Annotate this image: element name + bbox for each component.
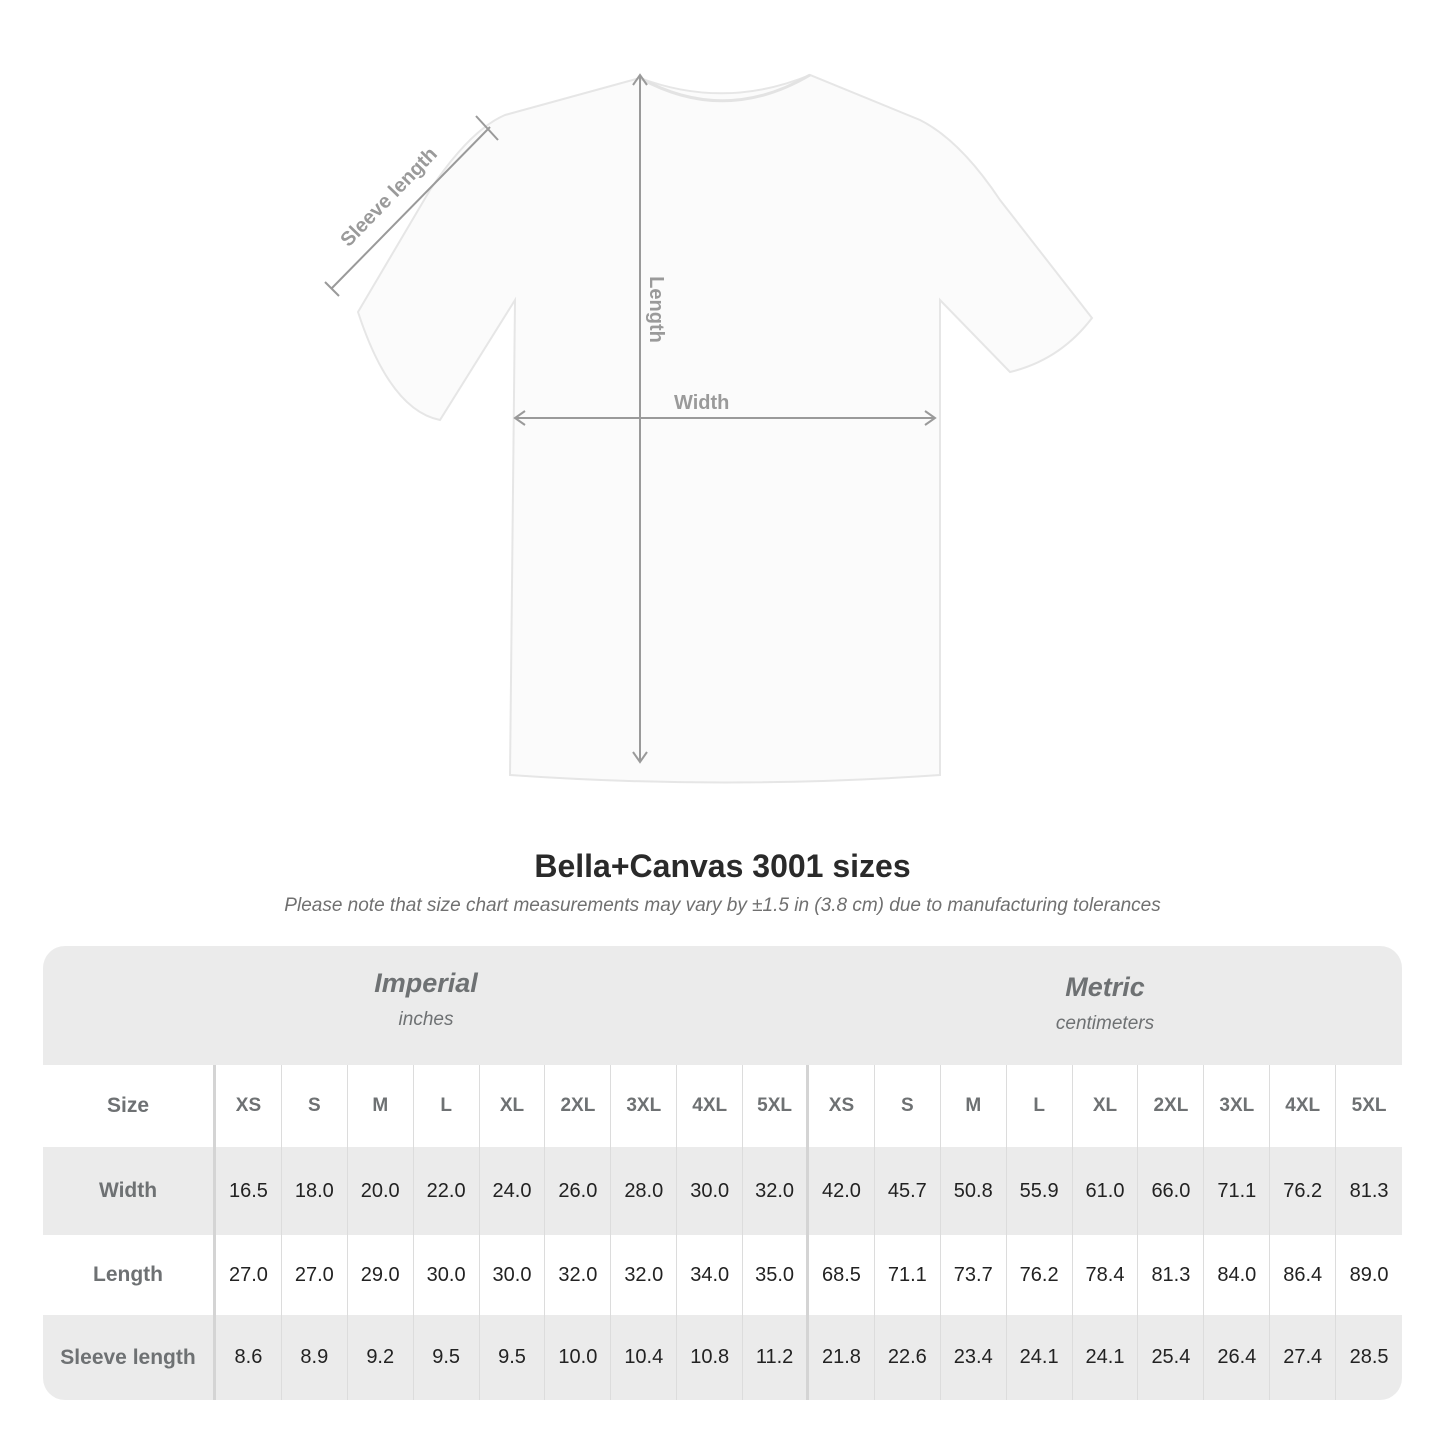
row-label: Length	[43, 1235, 216, 1315]
imperial-value-cell: 10.4	[611, 1315, 678, 1400]
metric-value-cell: 24.1	[1073, 1315, 1139, 1400]
imperial-value-cell: 18.0	[282, 1147, 348, 1235]
imperial-value-cell: 24.0	[480, 1147, 546, 1235]
metric-label: Metric	[1065, 972, 1145, 1002]
metric-value-cell: 28.5	[1349, 1346, 1389, 1368]
metric-value-cell: 84.0	[1204, 1235, 1271, 1315]
imperial-value-cell: 22.0	[414, 1147, 480, 1235]
metric-value-cell: 81.3	[1349, 1179, 1389, 1202]
imperial-value-cell: 9.5	[480, 1315, 546, 1400]
metric-value-cell: 71.1	[875, 1235, 941, 1315]
row-label: Width	[43, 1147, 216, 1235]
tshirt-illustration	[324, 73, 1094, 784]
imperial-value-cell: 30.0	[677, 1147, 744, 1235]
imperial-value-cell: 8.9	[282, 1315, 348, 1400]
imperial-value-cell: 8.6	[216, 1315, 282, 1400]
metric-value-cell: 66.0	[1138, 1147, 1205, 1235]
metric-value-cell: 68.5	[809, 1235, 875, 1315]
imperial-header: Imperial inches	[216, 968, 636, 1087]
metric-value-cell: 76.2	[1007, 1235, 1073, 1315]
imperial-unit: inches	[398, 1009, 454, 1030]
metric-value-cell: 78.4	[1073, 1235, 1139, 1315]
imperial-value-cell: 28.0	[611, 1147, 678, 1235]
imperial-value-cell: 26.0	[545, 1147, 612, 1235]
imperial-value-cell: 27.0	[216, 1235, 282, 1315]
metric-value-cell: 61.0	[1073, 1147, 1139, 1235]
width-label: Width	[674, 392, 730, 414]
metric-value-cell: 71.1	[1204, 1147, 1271, 1235]
imperial-value-cell: 20.0	[348, 1147, 414, 1235]
metric-unit: centimeters	[1055, 1013, 1155, 1034]
metric-value-cell: 23.4	[941, 1315, 1007, 1400]
table-row: Width 16.5 18.0 20.0 22.0 24.0 26.0 28.0 30.0 32.…	[43, 1147, 1402, 1235]
length-label: Length	[644, 276, 667, 343]
metric-value-cell: 25.4	[1138, 1315, 1205, 1400]
size-header-imperial: 4XL	[677, 1065, 744, 1147]
metric-value-cell: 81.3	[1138, 1235, 1205, 1315]
metric-value-cell: 27.4	[1270, 1315, 1337, 1400]
imperial-value-cell: 10.0	[545, 1315, 612, 1400]
imperial-value-cell: 34.0	[677, 1235, 744, 1315]
metric-value-cell: 45.7	[875, 1147, 941, 1235]
imperial-value-cell: 30.0	[414, 1235, 480, 1315]
size-header-imperial: 2XL	[545, 1065, 612, 1147]
metric-value-cell: 24.1	[1007, 1315, 1073, 1400]
size-label: Size	[43, 1065, 216, 1147]
size-header-imperial: S	[282, 1065, 348, 1147]
size-header-metric: XL	[1073, 1065, 1139, 1147]
size-header-metric: 2XL	[1138, 1065, 1205, 1147]
metric-value-cell: 89.0	[1349, 1263, 1389, 1286]
imperial-value-cell: 10.8	[677, 1315, 744, 1400]
size-header-metric: M	[941, 1065, 1007, 1147]
metric-header: Metric centimeters	[808, 972, 1402, 1091]
metric-value-cell: 26.4	[1204, 1315, 1271, 1400]
imperial-value-cell: 27.0	[282, 1235, 348, 1315]
metric-value-cell: 42.0	[809, 1147, 875, 1235]
imperial-value-cell: 32.0	[743, 1147, 810, 1235]
metric-value-cell: 21.8	[809, 1315, 875, 1400]
size-header-imperial: 5XL	[743, 1065, 810, 1147]
imperial-value-cell: 29.0	[348, 1235, 414, 1315]
chart-title: Bella+Canvas 3001 sizes	[534, 848, 911, 884]
table-row: Length 27.0 27.0 29.0 30.0 30.0 32.0 32.0 34.0 35…	[43, 1235, 1402, 1315]
table-row: Sleeve length 8.6 8.9 9.2 9.5 9.5 10.0 10.4 10.8…	[43, 1315, 1402, 1400]
metric-value-cell: 76.2	[1270, 1147, 1337, 1235]
imperial-value-cell: 11.2	[743, 1315, 810, 1400]
metric-value-cell: 86.4	[1270, 1235, 1337, 1315]
imperial-value-cell: 35.0	[743, 1235, 810, 1315]
metric-value-cell: 73.7	[941, 1235, 1007, 1315]
row-label: Sleeve length	[43, 1315, 216, 1400]
size-table: Imperial inches Metric centimeters Size …	[43, 946, 1402, 1400]
size-header-metric: 4XL	[1270, 1065, 1337, 1147]
imperial-value-cell: 9.5	[414, 1315, 480, 1400]
size-header-imperial: 3XL	[611, 1065, 678, 1147]
size-header-imperial: L	[414, 1065, 480, 1147]
size-header-metric: L	[1007, 1065, 1073, 1147]
metric-value-cell: 55.9	[1007, 1147, 1073, 1235]
size-header-imperial: XS	[216, 1065, 282, 1147]
size-header-imperial: XL	[480, 1065, 546, 1147]
imperial-value-cell: 9.2	[348, 1315, 414, 1400]
imperial-value-cell: 32.0	[545, 1235, 612, 1315]
size-row: Size XS S M L XL 2XL 3XL 4XL 5XL XS S M L XL 2XL 3XL 4XL…	[43, 1065, 1402, 1147]
chart-subtitle: Please note that size chart measurements…	[284, 895, 1161, 916]
metric-value-cell: 22.6	[875, 1315, 941, 1400]
size-header-metric: XS	[809, 1065, 875, 1147]
tshirt-shape	[356, 73, 1094, 784]
imperial-value-cell: 32.0	[611, 1235, 678, 1315]
size-header-metric: S	[875, 1065, 941, 1147]
imperial-value-cell: 16.5	[216, 1147, 282, 1235]
metric-value-cell: 50.8	[941, 1147, 1007, 1235]
imperial-label: Imperial	[374, 968, 478, 998]
size-header-metric: 5XL	[1351, 1095, 1387, 1116]
imperial-value-cell: 30.0	[480, 1235, 546, 1315]
size-header-imperial: M	[348, 1065, 414, 1147]
size-header-metric: 3XL	[1204, 1065, 1271, 1147]
